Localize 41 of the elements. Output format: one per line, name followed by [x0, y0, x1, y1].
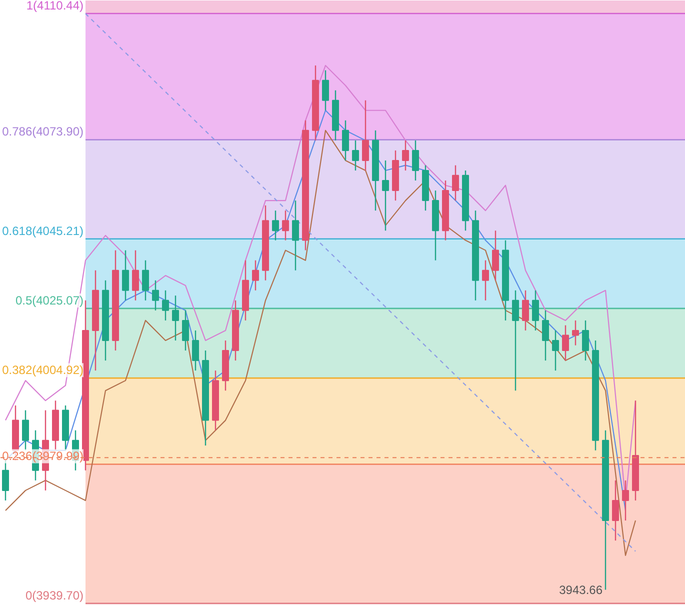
- candlestick: [622, 480, 629, 522]
- candlestick: [362, 100, 369, 172]
- candlestick: [152, 280, 159, 312]
- candlestick: [142, 260, 149, 302]
- candlestick: [322, 70, 329, 111]
- candlestick: [532, 290, 539, 332]
- candlestick: [282, 210, 289, 241]
- candlestick: [572, 320, 579, 346]
- candlestick: [522, 290, 529, 332]
- candlestick: [132, 250, 139, 302]
- candlestick: [552, 330, 559, 372]
- ref-line-label: 0.618(4045.21): [2, 224, 84, 238]
- ref-line-label: 0(3939.70): [25, 588, 84, 602]
- candlestick: [192, 330, 199, 372]
- ref-line-label: 1(4110.44): [26, 0, 84, 12]
- ref-line-label: 0.786(4073.90): [2, 124, 84, 139]
- candlestick: [512, 290, 519, 392]
- candlestick: [452, 164, 459, 202]
- candlestick: [352, 140, 359, 172]
- candlestick: [612, 480, 619, 542]
- candlestick: [162, 290, 169, 322]
- candlestick: [342, 120, 349, 162]
- candlestick: [182, 310, 189, 352]
- ref-line-label: 0.236(3979.99): [2, 449, 84, 464]
- candlestick: [122, 250, 129, 302]
- ref-line-label: 0.382(4004.92): [2, 363, 84, 378]
- candlestick: [542, 310, 549, 362]
- candlestick: [382, 160, 389, 232]
- candlestick: [292, 200, 299, 271]
- candlestick: [402, 140, 409, 172]
- candlestick: [482, 260, 489, 302]
- candlestick: [22, 410, 29, 451]
- annotation: 3943.66: [559, 583, 603, 598]
- candlestick: [412, 140, 419, 182]
- ref-line-label: 0.5(4025.07): [15, 293, 84, 308]
- candlestick: [582, 320, 589, 362]
- candlestick: [492, 230, 499, 281]
- candlestick: [252, 260, 259, 291]
- candlestick: [272, 210, 279, 241]
- candlestick: [172, 294, 179, 342]
- candlestick: [562, 324, 569, 362]
